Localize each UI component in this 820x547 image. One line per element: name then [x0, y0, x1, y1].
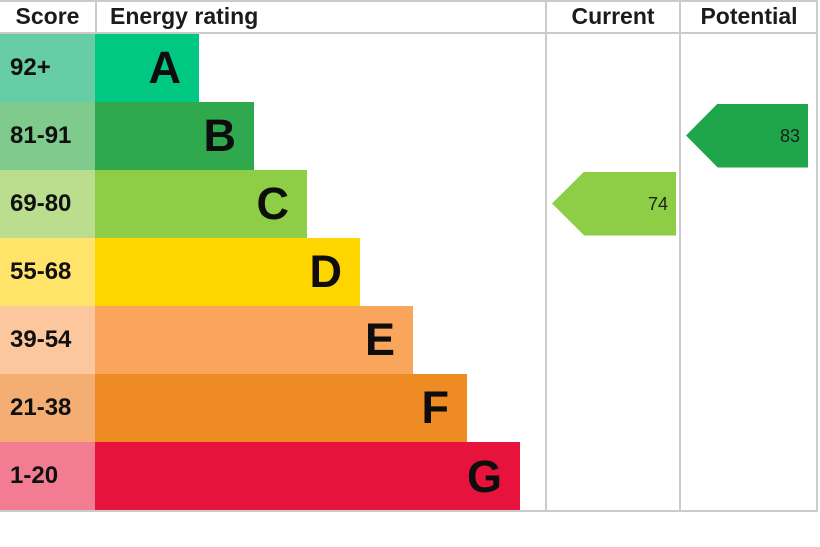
band-bar-f: F [95, 373, 467, 442]
right-border-line [815, 0, 818, 511]
score-column-header: Score [15, 3, 80, 29]
potential-column-divider [679, 0, 681, 511]
current-column-header: Current [571, 3, 655, 29]
potential-rating-value: 83 [779, 125, 800, 146]
band-bar-a: A [95, 33, 199, 102]
band-row-b: 81-91 B [0, 101, 818, 170]
score-range-c: 69-80 [0, 169, 95, 238]
band-letter-c: C [256, 178, 290, 230]
score-range-g: 1-20 [0, 441, 95, 511]
score-range-d: 55-68 [0, 237, 95, 306]
current-rating-value: 74 [647, 193, 668, 214]
chart-bottom-line [0, 509, 818, 512]
band-row-e: 39-54 E [0, 305, 818, 374]
band-bar-b: B [95, 101, 254, 170]
score-range-f: 21-38 [0, 373, 95, 442]
band-row-a: 92+ A [0, 33, 818, 102]
band-bar-g: G [95, 441, 520, 511]
band-row-f: 21-38 F [0, 373, 818, 442]
band-bar-c: C [95, 169, 307, 238]
band-row-c: 69-80 C [0, 169, 818, 238]
band-letter-a: A [148, 42, 182, 94]
potential-column-header: Potential [700, 3, 798, 29]
band-letter-d: D [309, 246, 343, 298]
top-border-line [0, 0, 818, 2]
energy-rating-column-header: Energy rating [110, 3, 259, 29]
score-range-e: 39-54 [0, 305, 95, 374]
band-letter-g: G [466, 450, 502, 502]
current-column-divider [545, 0, 547, 511]
band-bar-d: D [95, 237, 360, 306]
band-row-g: 1-20 G [0, 441, 818, 511]
score-column-divider [94, 0, 97, 33]
score-range-b: 81-91 [0, 101, 95, 170]
rating-bands: 92+ A 81-91 B 69-80 C 55-68 D 39-54 [0, 33, 818, 511]
band-letter-e: E [364, 314, 395, 366]
score-range-a: 92+ [0, 33, 95, 102]
band-row-d: 55-68 D [0, 237, 818, 306]
band-bar-e: E [95, 305, 413, 374]
header-bottom-line [0, 31, 818, 34]
band-letter-b: B [203, 110, 237, 162]
band-letter-f: F [421, 382, 450, 434]
